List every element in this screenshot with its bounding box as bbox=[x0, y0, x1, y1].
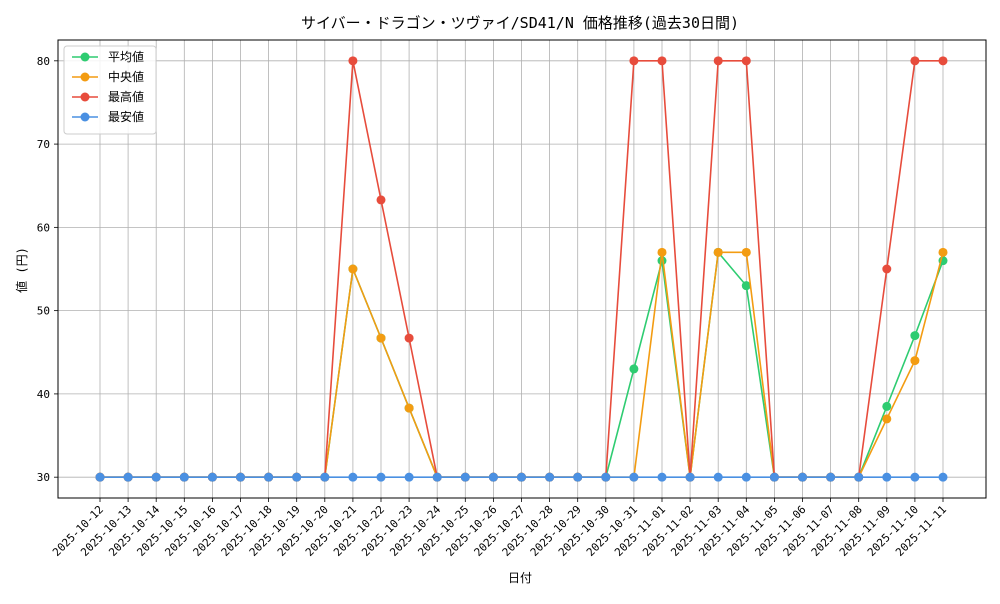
data-point bbox=[938, 56, 948, 66]
y-tick-label: 40 bbox=[37, 388, 50, 401]
data-point bbox=[517, 472, 526, 482]
data-point bbox=[432, 472, 442, 482]
data-point bbox=[741, 281, 751, 291]
data-point bbox=[601, 472, 611, 482]
data-point bbox=[545, 472, 555, 482]
grid-layer bbox=[58, 40, 986, 498]
data-point bbox=[629, 364, 639, 374]
data-point bbox=[236, 472, 245, 482]
data-point bbox=[882, 264, 892, 274]
data-point bbox=[741, 247, 751, 257]
legend-swatch-marker bbox=[80, 112, 90, 122]
axis-layer: 2025-10-122025-10-132025-10-142025-10-15… bbox=[37, 55, 949, 559]
data-point bbox=[854, 472, 864, 482]
legend-label: 中央値 bbox=[108, 69, 144, 84]
data-point bbox=[910, 331, 920, 341]
data-point bbox=[910, 356, 920, 366]
data-point bbox=[629, 56, 639, 66]
data-point bbox=[151, 472, 161, 482]
data-point bbox=[826, 472, 836, 482]
series-3 bbox=[95, 472, 948, 482]
legend-label: 平均値 bbox=[108, 49, 144, 64]
data-point bbox=[179, 472, 189, 482]
data-point bbox=[460, 472, 470, 482]
data-point bbox=[657, 247, 667, 257]
data-point bbox=[657, 256, 667, 266]
data-point bbox=[882, 414, 892, 424]
data-point bbox=[376, 195, 386, 205]
data-point bbox=[741, 472, 751, 482]
data-point bbox=[685, 472, 695, 482]
data-point bbox=[404, 472, 414, 482]
legend-swatch-marker bbox=[80, 52, 90, 62]
data-point bbox=[657, 472, 667, 482]
data-point bbox=[376, 472, 386, 482]
data-point bbox=[264, 472, 274, 482]
data-point bbox=[488, 472, 498, 482]
y-tick-label: 60 bbox=[37, 221, 50, 234]
data-point bbox=[404, 403, 414, 413]
y-tick-label: 50 bbox=[37, 305, 50, 318]
y-tick-label: 70 bbox=[37, 138, 50, 151]
data-point bbox=[292, 472, 302, 482]
data-point bbox=[207, 472, 217, 482]
data-point bbox=[882, 472, 892, 482]
data-point bbox=[123, 472, 133, 482]
data-point bbox=[910, 56, 920, 66]
legend-label: 最安値 bbox=[108, 109, 144, 124]
legend-label: 最高値 bbox=[108, 89, 144, 104]
chart-title: サイバー・ドラゴン・ツヴァイ/SD41/N 価格推移(過去30日間) bbox=[301, 14, 739, 32]
data-point bbox=[348, 264, 358, 274]
data-point bbox=[713, 247, 723, 257]
data-point bbox=[376, 333, 386, 343]
data-point bbox=[95, 472, 105, 482]
data-point bbox=[320, 472, 330, 482]
plot-frame bbox=[57, 39, 987, 499]
legend-box bbox=[63, 45, 157, 135]
data-point bbox=[910, 472, 920, 482]
data-point bbox=[657, 56, 667, 66]
y-tick-label: 30 bbox=[37, 471, 50, 484]
data-point bbox=[713, 472, 723, 482]
data-point bbox=[938, 472, 948, 482]
data-point bbox=[798, 472, 807, 482]
data-point bbox=[629, 472, 639, 482]
data-point bbox=[938, 247, 948, 257]
y-axis-label: 値 (円) bbox=[14, 247, 29, 293]
legend-swatch-marker bbox=[80, 72, 90, 82]
x-axis-label: 日付 bbox=[508, 571, 532, 585]
data-point bbox=[404, 333, 414, 343]
data-point bbox=[348, 472, 358, 482]
data-point bbox=[769, 472, 779, 482]
series-layer bbox=[95, 56, 948, 482]
y-tick-label: 80 bbox=[37, 55, 50, 68]
data-point bbox=[713, 56, 723, 66]
legend-swatch-marker bbox=[80, 92, 90, 102]
data-point bbox=[741, 56, 751, 66]
data-point bbox=[882, 401, 892, 411]
data-point bbox=[348, 56, 358, 66]
data-point bbox=[573, 472, 583, 482]
